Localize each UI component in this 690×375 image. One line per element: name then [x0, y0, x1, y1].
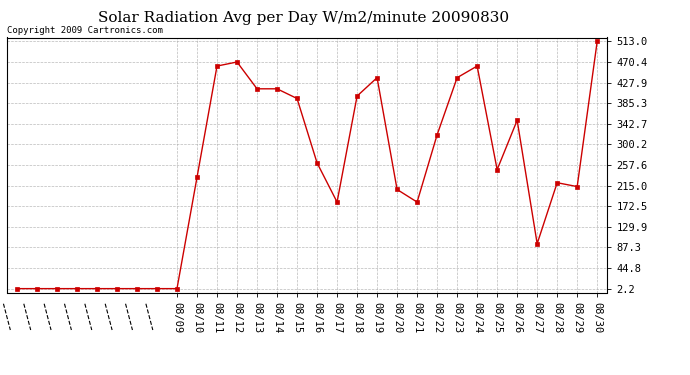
Text: Solar Radiation Avg per Day W/m2/minute 20090830: Solar Radiation Avg per Day W/m2/minute … — [98, 11, 509, 25]
Text: Copyright 2009 Cartronics.com: Copyright 2009 Cartronics.com — [7, 26, 163, 35]
